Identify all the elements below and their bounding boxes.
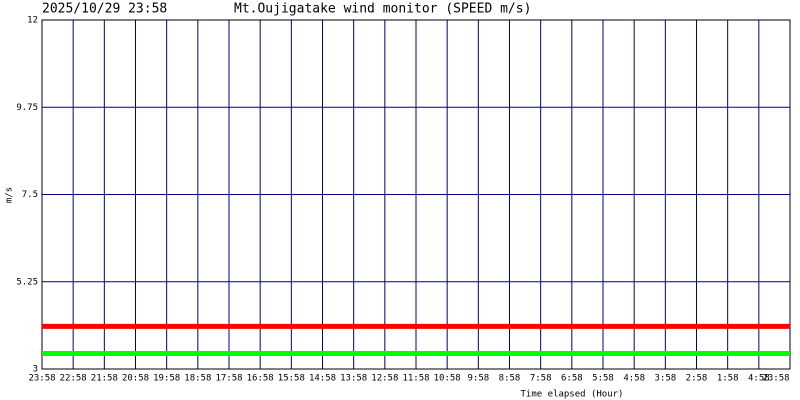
x-tick-label: 6:58 (561, 374, 583, 384)
chart-title: Mt.Oujigatake wind monitor (SPEED m/s) (234, 2, 531, 17)
x-tick-label: 13:58 (340, 374, 367, 384)
x-tick-label: 5:58 (592, 374, 614, 384)
y-tick-label: 12 (27, 16, 38, 26)
x-tick-label: 7:58 (530, 374, 552, 384)
x-tick-label: 17:58 (215, 374, 242, 384)
x-tick-label: 3:58 (654, 374, 676, 384)
x-tick-label: 21:58 (91, 374, 118, 384)
x-tick-label: 14:58 (309, 374, 336, 384)
x-tick-label: 22:58 (60, 374, 87, 384)
x-tick-label: 9:58 (467, 374, 489, 384)
x-tick-label: 16:58 (247, 374, 274, 384)
y-tick-label: 3 (33, 365, 38, 375)
y-tick-label: 9.75 (16, 103, 38, 113)
x-tick-label: 8:58 (499, 374, 521, 384)
plot-border (41, 19, 791, 370)
x-tick-label: 20:58 (122, 374, 149, 384)
y-tick-label: 5.25 (16, 277, 38, 287)
x-tick-label: 2:58 (686, 374, 708, 384)
y-axis-label: m/s (5, 187, 15, 203)
x-tick-label: 18:58 (184, 374, 211, 384)
x-tick-label: 10:58 (434, 374, 461, 384)
x-tick-label: 23:58 (762, 374, 789, 384)
x-tick-label: 19:58 (153, 374, 180, 384)
x-tick-label: 4:58 (623, 374, 645, 384)
timestamp: 2025/10/29 23:58 (42, 2, 167, 17)
x-tick-label: 11:58 (402, 374, 429, 384)
x-tick-label: 23:58 (28, 374, 55, 384)
x-tick-label: 4:58 (748, 374, 770, 384)
x-tick-label: 15:58 (278, 374, 305, 384)
x-tick-label: 1:58 (717, 374, 739, 384)
y-tick-label: 7.5 (22, 190, 38, 200)
x-axis-label: Time elapsed (Hour) (521, 390, 624, 400)
x-tick-label: 12:58 (371, 374, 398, 384)
